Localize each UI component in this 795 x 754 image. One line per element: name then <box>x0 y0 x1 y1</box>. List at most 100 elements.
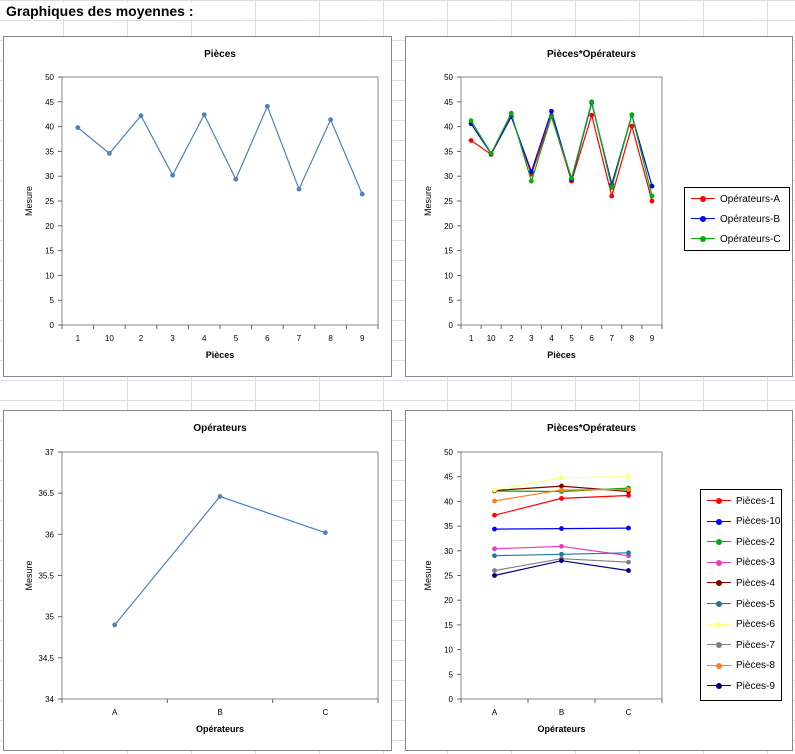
data-point <box>107 150 112 156</box>
legend-swatch-icon <box>691 194 715 204</box>
x-tick-label: 1 <box>469 334 474 343</box>
legend-item: Pièces-2 <box>701 535 775 549</box>
data-point <box>170 172 176 178</box>
y-tick-label: 10 <box>444 271 453 280</box>
data-point <box>629 112 635 118</box>
x-axis-label: Pièces <box>547 350 576 360</box>
y-tick-label: 30 <box>444 172 453 181</box>
data-point <box>559 487 564 493</box>
legend-item: Pièces-3 <box>701 556 775 570</box>
x-tick-label: B <box>217 708 222 717</box>
x-tick-label: 8 <box>328 334 333 343</box>
data-point <box>626 525 631 531</box>
x-tick-label: 9 <box>360 334 365 343</box>
data-point <box>589 99 595 105</box>
y-tick-label: 40 <box>45 123 54 132</box>
y-tick-label: 0 <box>50 321 55 330</box>
data-point <box>492 546 497 552</box>
x-tick-label: 10 <box>105 334 114 343</box>
y-axis-label: Mesure <box>24 560 34 590</box>
y-tick-label: 25 <box>45 197 54 206</box>
chart-pieces[interactable]: Pièces 0 5 10 15 20 25 30 35 40 45 50 1 10 2 3 4 5 6 7 8 9 Piè… <box>3 36 392 377</box>
y-tick-label: 35.5 <box>38 572 54 581</box>
data-point <box>492 568 497 573</box>
y-tick-label: 10 <box>45 271 54 280</box>
data-point <box>626 550 631 556</box>
x-tick-label: 6 <box>589 334 594 343</box>
x-tick-label: 3 <box>170 334 175 343</box>
y-tick-label: 45 <box>444 473 453 482</box>
y-tick-label: 15 <box>444 621 453 630</box>
legend-swatch-icon <box>707 599 731 609</box>
plot-area <box>460 76 663 326</box>
data-point <box>559 475 564 481</box>
x-tick-label: A <box>492 708 498 717</box>
y-tick-label: 10 <box>444 646 453 655</box>
y-axis-label: Mesure <box>423 560 433 590</box>
x-tick-label: C <box>626 708 632 717</box>
data-point <box>559 496 564 501</box>
chart-pieces-operateurs-2[interactable]: Pièces*Opérateurs 0 5 10 15 20 25 30 35 40 45 50 A B C… <box>405 410 793 751</box>
legend-pieces: Pièces-1 Pièces-10 Pièces-2 Pièces-3 Pièces-… <box>700 489 782 701</box>
y-tick-label: 35 <box>45 147 54 156</box>
data-point <box>626 559 631 565</box>
data-point <box>528 178 534 184</box>
chart-operateurs[interactable]: Opérateurs 34 34.5 35 35.5 36 36.5 37 A B C Opérate… <box>3 410 392 751</box>
x-axis-label: Opérateurs <box>196 724 244 734</box>
data-point <box>359 191 365 197</box>
legend-label: Pièces-1 <box>736 495 775 507</box>
y-tick-label: 0 <box>449 321 454 330</box>
x-tick-label: 8 <box>630 334 635 343</box>
y-tick-label: 34.5 <box>38 654 54 663</box>
legend-item: Pièces-9 <box>701 679 775 693</box>
x-tick-label: 2 <box>139 334 144 343</box>
series-line <box>77 104 363 195</box>
x-tick-label: 4 <box>202 334 207 343</box>
y-tick-label: 50 <box>444 448 453 457</box>
data-point <box>649 193 655 199</box>
data-point <box>492 573 497 578</box>
data-point <box>559 483 564 489</box>
data-point <box>626 487 631 492</box>
y-tick-label: 5 <box>50 296 55 305</box>
legend-swatch-icon <box>707 517 731 527</box>
y-tick-label: 37 <box>45 448 54 457</box>
legend-label: Pièces-8 <box>736 660 775 672</box>
legend-item: Pièces-4 <box>701 576 775 590</box>
legend-label: Pièces-7 <box>736 639 775 651</box>
x-tick-label: 5 <box>569 334 574 343</box>
data-point <box>492 498 497 504</box>
y-tick-label: 20 <box>444 596 453 605</box>
x-tick-label: 7 <box>297 334 302 343</box>
data-point <box>328 117 333 123</box>
y-tick-label: 40 <box>444 123 453 132</box>
legend-label: Opérateurs-A <box>720 193 781 205</box>
chart-pieces-operateurs-2-svg: Pièces*Opérateurs 0 5 10 15 20 25 30 35 40 45 50 A B C… <box>423 423 663 734</box>
data-point <box>322 530 328 536</box>
data-point <box>75 125 81 130</box>
legend-swatch-icon <box>707 681 731 691</box>
chart-pieces-operateurs[interactable]: Pièces*Opérateurs 0 5 10 15 20 25 30 35 40 45 50 1 10… <box>405 36 793 377</box>
legend-label: Pièces-4 <box>736 577 775 589</box>
x-tick-label: 5 <box>234 334 239 343</box>
legend-label: Pièces-5 <box>736 598 775 610</box>
legend-item: Pièces-6 <box>701 618 775 632</box>
data-point <box>569 175 574 181</box>
data-point <box>559 543 564 549</box>
y-tick-label: 45 <box>444 98 453 107</box>
y-tick-label: 35 <box>45 613 54 622</box>
plot-area <box>61 76 379 326</box>
chart-title: Pièces*Opérateurs <box>547 49 636 60</box>
y-axis-label: Mesure <box>423 186 433 216</box>
legend-item: Pièces-5 <box>701 597 775 611</box>
series-line <box>470 101 653 197</box>
legend-label: Pièces-10 <box>736 516 781 528</box>
x-axis-label: Opérateurs <box>537 724 585 734</box>
legend-operateurs: Opérateurs-A Opérateurs-B Opérateurs-C <box>684 187 790 251</box>
x-tick-label: 1 <box>76 334 81 343</box>
legend-item: Pièces-10 <box>701 515 780 529</box>
chart-title: Pièces*Opérateurs <box>547 423 636 434</box>
y-tick-label: 25 <box>444 572 453 581</box>
x-tick-label: 7 <box>610 334 615 343</box>
data-point <box>508 110 514 116</box>
